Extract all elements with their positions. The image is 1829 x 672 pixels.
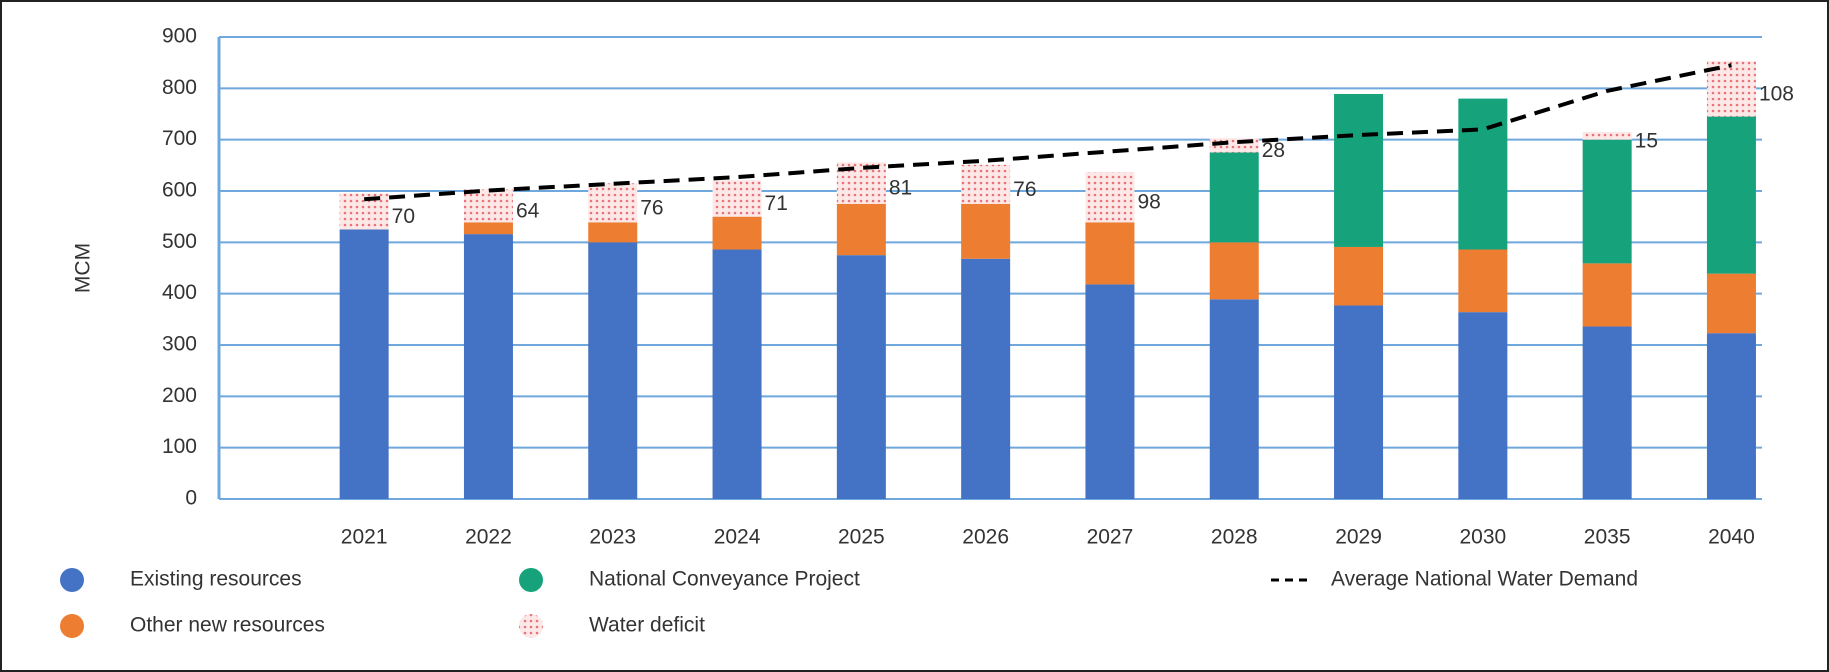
y-tick-label: 600 <box>162 179 197 202</box>
bar-segment <box>1085 222 1135 285</box>
x-tick-label: 2025 <box>838 526 885 549</box>
bar-segment <box>588 183 638 223</box>
y-tick-label: 800 <box>162 76 197 99</box>
data-label: 70 <box>392 205 415 228</box>
bar-segment <box>961 258 1011 499</box>
y-tick-label: 200 <box>162 384 197 407</box>
bar-segment <box>1085 172 1135 223</box>
x-tick-label: 2030 <box>1459 526 1506 549</box>
data-label: 64 <box>516 199 540 222</box>
legend-label: Other new resources <box>130 614 325 637</box>
bar-segment <box>836 203 886 256</box>
legend-marker <box>60 614 84 638</box>
x-tick-label: 2028 <box>1211 526 1258 549</box>
bar-segment <box>1209 152 1259 243</box>
data-label: 81 <box>889 177 912 200</box>
bar-segment <box>588 242 638 500</box>
x-tick-label: 2024 <box>714 526 761 549</box>
legend-marker <box>519 568 543 592</box>
y-tick-label: 500 <box>162 230 197 253</box>
legend-marker <box>60 568 84 592</box>
bar-segment <box>1334 246 1384 306</box>
data-label: 76 <box>640 196 663 219</box>
data-label: 76 <box>1013 178 1036 201</box>
bar-segment <box>463 234 513 499</box>
x-tick-label: 2029 <box>1335 526 1382 549</box>
bar-segment <box>1458 249 1508 313</box>
data-label: 71 <box>765 192 788 215</box>
legend-label: Average National Water Demand <box>1331 568 1638 591</box>
legend-label: Water deficit <box>589 614 705 637</box>
y-tick-label: 300 <box>162 333 197 356</box>
bar-segment <box>1582 326 1632 499</box>
bar-segment <box>1209 299 1259 499</box>
data-label: 28 <box>1262 139 1285 162</box>
y-tick-label: 900 <box>162 25 197 48</box>
legend-marker <box>519 614 543 638</box>
x-tick-label: 2023 <box>589 526 636 549</box>
y-axis-label: MCM <box>72 243 95 293</box>
bar-segment <box>1458 98 1508 250</box>
y-tick-label: 100 <box>162 435 197 458</box>
bar-segment <box>712 249 762 499</box>
bar-segment <box>712 216 762 250</box>
demand-line <box>364 63 1732 202</box>
bar-segment <box>1706 116 1756 274</box>
bar-segment <box>712 180 762 217</box>
bar-segment <box>961 203 1011 259</box>
x-tick-label: 2022 <box>465 526 512 549</box>
data-label: 108 <box>1759 82 1794 105</box>
bar-segment <box>1085 284 1135 499</box>
x-tick-label: 2021 <box>341 526 388 549</box>
data-label: 98 <box>1137 191 1160 214</box>
x-tick-label: 2026 <box>962 526 1009 549</box>
bar-segment <box>1582 139 1632 264</box>
legend-label: Existing resources <box>130 568 302 591</box>
data-label: 15 <box>1635 129 1658 152</box>
x-tick-label: 2035 <box>1584 526 1631 549</box>
x-tick-label: 2027 <box>1087 526 1134 549</box>
bar-segment <box>463 222 513 235</box>
x-tick-label: 2040 <box>1708 526 1755 549</box>
y-tick-label: 700 <box>162 127 197 150</box>
bar-segment <box>1706 333 1756 499</box>
legend-label: National Conveyance Project <box>589 568 860 591</box>
bar-segment <box>1334 93 1384 247</box>
bar-segment <box>1458 312 1508 499</box>
bar-segment <box>1334 305 1384 499</box>
bar-segment <box>1706 273 1756 334</box>
y-tick-label: 0 <box>185 487 197 510</box>
bar-segment <box>1582 263 1632 327</box>
bar-segment <box>836 255 886 499</box>
bar-segment <box>1582 131 1632 140</box>
bar-segment <box>339 229 389 499</box>
y-tick-label: 400 <box>162 281 197 304</box>
bar-segment <box>961 164 1011 204</box>
bar-segment <box>339 193 389 230</box>
bar-segment <box>463 189 513 223</box>
bar-segment <box>588 222 638 243</box>
bar-segment <box>1209 242 1259 300</box>
